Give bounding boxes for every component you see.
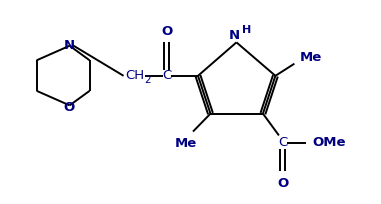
Text: C: C — [278, 136, 288, 149]
Text: Me: Me — [174, 136, 197, 149]
Text: N: N — [64, 39, 75, 52]
Text: H: H — [242, 25, 251, 35]
Text: N: N — [229, 29, 240, 41]
Text: Me: Me — [299, 51, 322, 64]
Text: OMe: OMe — [312, 136, 346, 149]
Text: C: C — [162, 69, 171, 82]
Text: O: O — [161, 25, 172, 38]
Text: 2: 2 — [144, 74, 151, 84]
Text: O: O — [277, 176, 288, 189]
Text: CH: CH — [125, 69, 144, 82]
Text: O: O — [64, 100, 75, 113]
